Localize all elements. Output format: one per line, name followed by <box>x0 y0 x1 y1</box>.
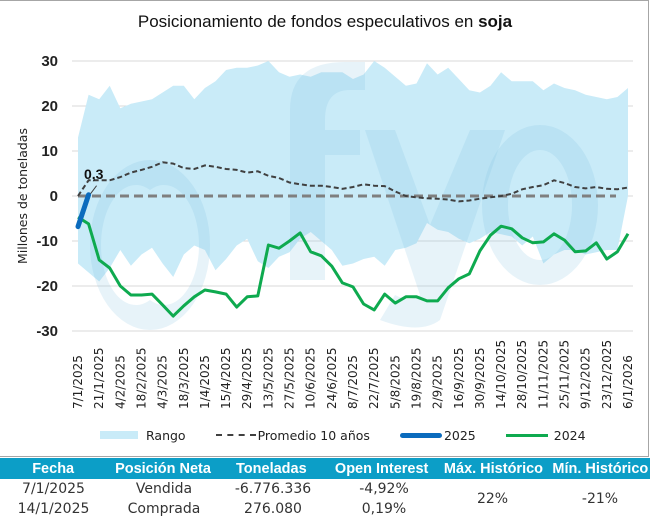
series-2025 <box>75 185 97 230</box>
x-tick-label: 10/6/2025 <box>304 347 318 409</box>
cell-open-interest: 0,19% <box>361 501 407 517</box>
x-tick-label: 25/11/2025 <box>558 340 572 409</box>
y-tick-label: 10 <box>41 143 58 160</box>
chart-legend: Rango Promedio 10 años 2025 2024 <box>100 425 616 445</box>
legend-label-promedio: Promedio 10 años <box>257 427 370 443</box>
line-2025 <box>75 192 92 230</box>
x-tick-label: 15/4/2025 <box>219 347 233 409</box>
watermark-y <box>365 130 505 328</box>
y-tick-label: -30 <box>36 323 58 340</box>
table-header: Fecha Posición Neta Toneladas Open Inter… <box>0 458 650 479</box>
x-tick-label: 19/8/2025 <box>410 347 424 409</box>
legend-label-rango: Rango <box>146 427 186 443</box>
x-tick-label: 21/1/2025 <box>92 347 106 409</box>
y-tick-label: 20 <box>41 98 58 115</box>
header-posicion-neta: Posición Neta <box>115 460 211 477</box>
x-tick-label: 8/7/2025 <box>346 355 360 409</box>
chart-plot: 30 20 10 0 -10 -20 -30 7/1/2025 21/1/2025 4/2/20… <box>15 53 635 409</box>
x-tick-label: 22/7/2025 <box>367 347 381 409</box>
y-tick-label: -20 <box>36 278 58 295</box>
legend-item-rango: Rango <box>100 428 186 443</box>
table-row: 7/1/2025 Vendida -6.776.336 -4,92% <box>0 479 650 499</box>
cell-toneladas: 276.080 <box>244 501 302 517</box>
header-min-historico: Mín. Histórico <box>552 460 649 477</box>
x-tick-label: 2/9/2025 <box>431 355 445 409</box>
x-tick-label: 1/4/2025 <box>198 355 212 409</box>
legend-item-2025: 2025 <box>399 427 476 443</box>
header-open-interest: Open Interest <box>334 460 429 477</box>
cell-fecha: 7/1/2025 <box>22 481 85 497</box>
chart-title-text: Posicionamiento de fondos especulativos … <box>137 12 474 31</box>
legend-item-2024: 2024 <box>505 427 586 443</box>
legend-swatch-promedio <box>215 434 256 436</box>
summary-table: Fecha Posición Neta Toneladas Open Inter… <box>0 458 650 519</box>
cell-posicion: Vendida <box>135 481 193 497</box>
legend-swatch-rango <box>100 431 138 439</box>
cell-min-historico: -21% <box>581 491 619 507</box>
x-tick-label: 11/11/2025 <box>536 340 550 409</box>
range-band <box>78 61 628 282</box>
range-area <box>78 61 628 282</box>
cell-posicion: Comprada <box>127 501 201 517</box>
x-tick-label: 18/2/2025 <box>135 347 149 409</box>
x-tick-label: 14/10/2025 <box>494 340 508 409</box>
x-tick-label: 5/8/2025 <box>388 355 402 409</box>
x-tick-label: 9/12/2025 <box>579 347 593 409</box>
x-tick-label: 18/3/2025 <box>177 347 191 409</box>
x-tick-label: 13/5/2025 <box>261 347 275 409</box>
x-tick-label: 23/12/2025 <box>600 340 614 409</box>
y-tick-label: 30 <box>41 53 58 70</box>
y-tick-label: 0 <box>50 188 58 205</box>
x-tick-label: 4/3/2025 <box>156 355 170 409</box>
x-tick-label: 27/5/2025 <box>283 347 297 409</box>
chart-title-bold: soja <box>478 12 513 31</box>
cell-toneladas: -6.776.336 <box>234 481 312 497</box>
x-tick-label: 16/9/2025 <box>452 347 466 409</box>
cell-open-interest: -4,92% <box>359 481 409 497</box>
x-tick-label: 4/2/2025 <box>113 355 127 409</box>
watermark-f <box>290 62 365 280</box>
chart-frame <box>0 0 649 457</box>
legend-swatch-2025 <box>399 432 442 438</box>
x-tick-label: 29/4/2025 <box>240 347 254 409</box>
x-tick-label: 30/9/2025 <box>473 347 487 409</box>
average-line-path <box>77 161 629 203</box>
table-row: 14/1/2025 Comprada 276.080 0,19% <box>0 499 650 519</box>
table-body: 7/1/2025 Vendida -6.776.336 -4,92% 14/1/… <box>0 479 650 519</box>
y-axis-ticks: 30 20 10 0 -10 -20 -30 <box>36 53 58 340</box>
x-tick-label: 24/6/2025 <box>325 347 339 409</box>
series-2024 <box>77 215 630 318</box>
cell-max-historico: 22% <box>476 491 509 507</box>
legend-item-promedio: Promedio 10 años <box>215 427 370 443</box>
average-line <box>77 161 629 203</box>
data-label-2025: 0,3 <box>84 166 104 182</box>
data-label-leader <box>90 185 97 194</box>
header-fecha: Fecha <box>32 460 75 477</box>
x-tick-label: 6/1/2026 <box>621 355 635 409</box>
x-tick-label: 7/1/2025 <box>71 355 85 409</box>
x-axis-ticks: 7/1/2025 21/1/2025 4/2/2025 18/2/2025 4/3/20… <box>71 340 635 409</box>
x-tick-label: 28/10/2025 <box>515 340 529 409</box>
legend-swatch-2024 <box>505 433 548 437</box>
cell-fecha: 14/1/2025 <box>17 501 90 517</box>
header-max-historico: Máx. Histórico <box>443 460 544 477</box>
header-toneladas: Toneladas <box>236 460 307 477</box>
chart-title: Posicionamiento de fondos especulativos … <box>0 12 650 32</box>
y-tick-label: -10 <box>36 233 58 250</box>
legend-label-2025: 2025 <box>443 427 476 443</box>
line-2024 <box>77 215 630 318</box>
legend-label-2024: 2024 <box>553 427 586 443</box>
y-axis-label: Millones de toneladas <box>15 128 30 264</box>
